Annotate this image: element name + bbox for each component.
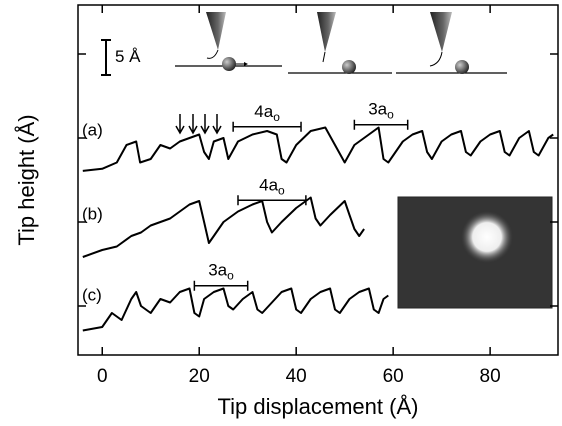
trace <box>82 126 554 172</box>
distance-label: 4ao <box>259 176 285 198</box>
trace <box>82 196 365 258</box>
distance-subscript: o <box>387 108 394 122</box>
distance-text: 3a <box>368 100 387 119</box>
distance-subscript: o <box>278 183 285 197</box>
cartoon <box>288 12 392 74</box>
tip-cartoons <box>175 12 507 74</box>
scale-bar <box>101 39 111 76</box>
cartoon <box>396 12 507 74</box>
distance-bracket <box>232 121 302 132</box>
x-tick-label: 0 <box>97 366 108 387</box>
series-label: (a) <box>82 120 103 139</box>
distance-text: 3a <box>208 261 227 280</box>
y-axis-label: Tip height (Å) <box>14 114 39 245</box>
arrows <box>175 114 222 135</box>
distance-text: 4a <box>259 176 278 195</box>
distance-bracket <box>193 280 249 291</box>
plot-frame <box>77 4 559 356</box>
distance-bracket <box>353 119 409 130</box>
distance-label: 4ao <box>254 102 280 124</box>
x-tick-label: 60 <box>383 366 404 387</box>
distance-label: 3ao <box>368 100 394 122</box>
x-tick-label: 20 <box>189 366 210 387</box>
distance-label: 3ao <box>208 261 234 283</box>
series-label: (b) <box>82 204 103 223</box>
x-tick-label: 40 <box>286 366 307 387</box>
scale-bar-label: 5 Å <box>115 47 141 66</box>
trace <box>82 287 389 332</box>
series-label: (c) <box>82 285 102 304</box>
distance-subscript: o <box>227 269 234 283</box>
x-axis-label: Tip displacement (Å) <box>218 394 419 419</box>
distance-bracket <box>237 195 307 206</box>
distance-text: 4a <box>254 102 273 121</box>
x-tick-label: 80 <box>480 366 501 387</box>
stm-inset <box>397 196 553 309</box>
cartoon <box>175 12 282 71</box>
distance-subscript: o <box>273 110 280 124</box>
